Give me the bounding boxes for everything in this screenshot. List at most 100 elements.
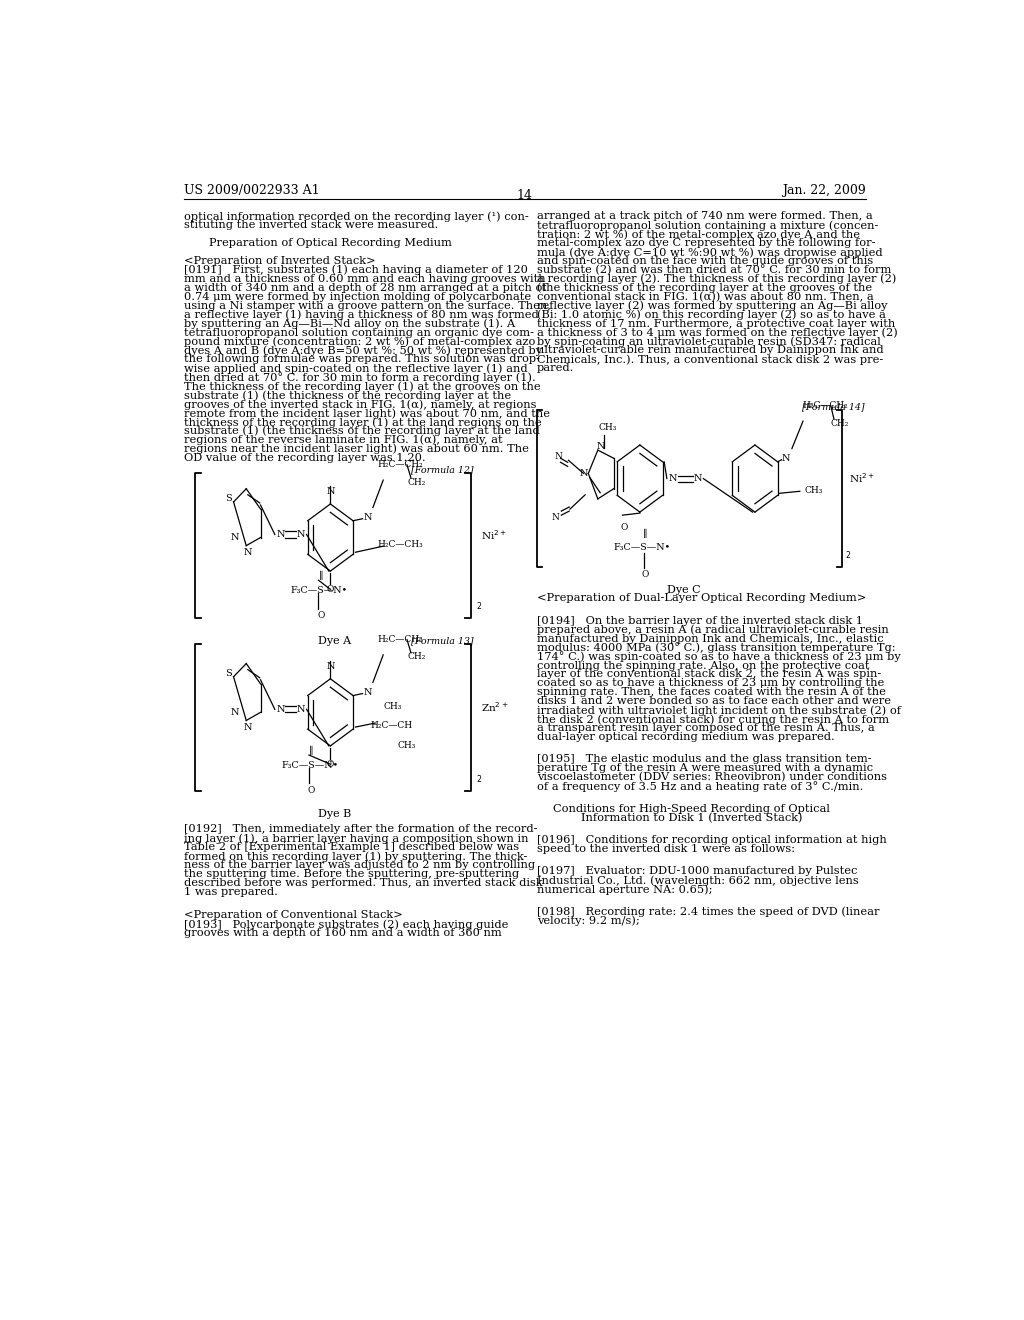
Text: Jan. 22, 2009: Jan. 22, 2009 [782,183,866,197]
Text: N: N [326,487,335,496]
Text: N: N [580,469,588,478]
Text: the disk 2 (conventional stack) for curing the resin A to form: the disk 2 (conventional stack) for curi… [537,714,889,725]
Text: the sputtering time. Before the sputtering, pre-sputtering: the sputtering time. Before the sputteri… [183,869,519,879]
Text: grooves with a depth of 160 nm and a width of 360 nm: grooves with a depth of 160 nm and a wid… [183,928,502,939]
Text: N: N [244,723,252,733]
Text: described before was performed. Thus, an inverted stack disk: described before was performed. Thus, an… [183,878,542,888]
Text: <Preparation of Inverted Stack>: <Preparation of Inverted Stack> [183,256,375,265]
Text: remote from the incident laser light) was about 70 nm, and the: remote from the incident laser light) wa… [183,408,550,418]
Text: ∥: ∥ [309,746,313,755]
Text: tetrafluoropropanol solution containing an organic dye com-: tetrafluoropropanol solution containing … [183,327,534,338]
Text: N: N [297,705,305,714]
Text: [0196]   Conditions for recording optical information at high: [0196] Conditions for recording optical … [537,836,887,845]
Text: viscoelastometer (DDV series: Rheovibron) under conditions: viscoelastometer (DDV series: Rheovibron… [537,772,887,783]
Text: Ni$^{2+}$: Ni$^{2+}$ [849,471,874,486]
Text: US 2009/0022933 A1: US 2009/0022933 A1 [183,183,319,197]
Text: (the thickness of the recording layer at the grooves of the: (the thickness of the recording layer at… [537,282,871,293]
Text: velocity: 9.2 m/s);: velocity: 9.2 m/s); [537,915,639,925]
Text: CH₃: CH₃ [398,741,416,750]
Text: O: O [642,570,649,578]
Text: manufactured by Dainippon Ink and Chemicals, Inc., elastic: manufactured by Dainippon Ink and Chemic… [537,634,884,644]
Text: Table 2 of [Experimental Example 1] described below was: Table 2 of [Experimental Example 1] desc… [183,842,519,851]
Text: tration: 2 wt %) of the metal-complex azo dye A and the: tration: 2 wt %) of the metal-complex az… [537,230,860,240]
Text: spinning rate. Then, the faces coated with the resin A of the: spinning rate. Then, the faces coated wi… [537,688,886,697]
Text: N: N [554,451,562,461]
Text: N: N [276,705,285,714]
Text: ∥: ∥ [643,529,647,539]
Text: N: N [364,513,372,523]
Text: O: O [327,585,334,594]
Text: [Formula 13]: [Formula 13] [411,636,473,645]
Text: by spin-coating an ultraviolet-curable resin (SD347: radical: by spin-coating an ultraviolet-curable r… [537,337,881,347]
Text: [Formula 12]: [Formula 12] [411,466,473,474]
Text: dyes A and B (dye A:dye B=50 wt %: 50 wt %) represented by: dyes A and B (dye A:dye B=50 wt %: 50 wt… [183,346,542,356]
Text: substrate (1) (the thickness of the recording layer at the land: substrate (1) (the thickness of the reco… [183,426,540,437]
Text: F₃C—S—N•: F₃C—S—N• [291,586,348,595]
Text: O: O [620,523,628,532]
Text: (Bi: 1.0 atomic %) on this recording layer (2) so as to have a: (Bi: 1.0 atomic %) on this recording lay… [537,310,886,321]
Text: The thickness of the recording layer (1) at the grooves on the: The thickness of the recording layer (1)… [183,381,541,392]
Text: mm and a thickness of 0.60 mm and each having grooves with: mm and a thickness of 0.60 mm and each h… [183,273,545,284]
Text: wise applied and spin-coated on the reflective layer (1) and: wise applied and spin-coated on the refl… [183,363,527,374]
Text: ∥: ∥ [318,572,324,581]
Text: a reflective layer (1) having a thickness of 80 nm was formed: a reflective layer (1) having a thicknes… [183,310,539,321]
Text: controlling the spinning rate. Also, on the protective coat: controlling the spinning rate. Also, on … [537,660,869,671]
Text: CH₃: CH₃ [804,486,822,495]
Text: N: N [597,442,605,450]
Text: N: N [230,708,240,717]
Text: O: O [327,760,334,768]
Text: ness of the barrier layer was adjusted to 2 nm by controlling: ness of the barrier layer was adjusted t… [183,859,535,870]
Text: N: N [297,529,305,539]
Text: pared.: pared. [537,363,574,374]
Text: F₃C—S—N•: F₃C—S—N• [282,760,338,770]
Text: pound mixture (concentration: 2 wt %) of metal-complex azo: pound mixture (concentration: 2 wt %) of… [183,337,535,347]
Text: thickness of the recording layer (1) at the land regions on the: thickness of the recording layer (1) at … [183,417,541,428]
Text: reflective layer (2) was formed by sputtering an Ag—Bi alloy: reflective layer (2) was formed by sputt… [537,301,887,312]
Text: N: N [693,474,702,483]
Text: CH₃: CH₃ [598,424,616,432]
Text: by sputtering an Ag—Bi—Nd alloy on the substrate (1). A: by sputtering an Ag—Bi—Nd alloy on the s… [183,318,515,329]
Text: a thickness of 3 to 4 μm was formed on the reflective layer (2): a thickness of 3 to 4 μm was formed on t… [537,327,897,338]
Text: disks 1 and 2 were bonded so as to face each other and were: disks 1 and 2 were bonded so as to face … [537,696,891,706]
Text: Zn$^{2+}$: Zn$^{2+}$ [481,701,509,714]
Text: [Formula 14]: [Formula 14] [802,403,864,412]
Text: CH₂: CH₂ [408,478,426,487]
Text: H₂C—CH₂: H₂C—CH₂ [803,401,848,411]
Text: N: N [230,533,240,543]
Text: N: N [669,474,678,483]
Text: 0.74 μm were formed by injection molding of polycarbonate: 0.74 μm were formed by injection molding… [183,292,530,302]
Text: Dye A: Dye A [317,636,351,645]
Text: formed on this recording layer (1) by sputtering. The thick-: formed on this recording layer (1) by sp… [183,851,527,862]
Text: [0193]   Polycarbonate substrates (2) each having guide: [0193] Polycarbonate substrates (2) each… [183,919,508,929]
Text: CH₂: CH₂ [408,652,426,661]
Text: 14: 14 [517,189,532,202]
Text: arranged at a track pitch of 740 nm were formed. Then, a: arranged at a track pitch of 740 nm were… [537,211,872,222]
Text: N: N [276,529,285,539]
Text: of a frequency of 3.5 Hz and a heating rate of 3° C./min.: of a frequency of 3.5 Hz and a heating r… [537,781,863,792]
Text: OD value of the recording layer was 1.20.: OD value of the recording layer was 1.20… [183,453,425,463]
Text: the following formulae was prepared. This solution was drop-: the following formulae was prepared. Thi… [183,354,540,364]
Text: F₃C—S—N•: F₃C—S—N• [613,544,671,552]
Text: CH₂: CH₂ [830,418,849,428]
Text: H₂C—CH₂: H₂C—CH₂ [378,635,424,644]
Text: a width of 340 nm and a depth of 28 nm arranged at a pitch of: a width of 340 nm and a depth of 28 nm a… [183,282,546,293]
Text: Industrial Co., Ltd. (wavelength: 662 nm, objective lens: Industrial Co., Ltd. (wavelength: 662 nm… [537,875,858,886]
Text: [0198]   Recording rate: 2.4 times the speed of DVD (linear: [0198] Recording rate: 2.4 times the spe… [537,907,880,917]
Text: metal-complex azo dye C represented by the following for-: metal-complex azo dye C represented by t… [537,238,876,248]
Text: N: N [781,454,790,463]
Text: S: S [225,669,232,678]
Text: CH₃: CH₃ [384,702,401,711]
Text: optical information recorded on the recording layer (¹) con-: optical information recorded on the reco… [183,211,528,222]
Text: regions near the incident laser light) was about 60 nm. The: regions near the incident laser light) w… [183,444,528,454]
Text: H₂C—CH: H₂C—CH [370,721,413,730]
Text: S: S [225,495,232,503]
Text: dual-layer optical recording medium was prepared.: dual-layer optical recording medium was … [537,733,835,742]
Text: conventional stack in FIG. 1(α)) was about 80 nm. Then, a: conventional stack in FIG. 1(α)) was abo… [537,292,873,302]
Text: O: O [317,611,325,620]
Text: $_2$: $_2$ [476,601,482,612]
Text: using a Ni stamper with a groove pattern on the surface. Then,: using a Ni stamper with a groove pattern… [183,301,551,310]
Text: Information to Disk 1 (Inverted Stack): Information to Disk 1 (Inverted Stack) [581,813,802,822]
Text: [0195]   The elastic modulus and the glass transition tem-: [0195] The elastic modulus and the glass… [537,755,871,764]
Text: <Preparation of Conventional Stack>: <Preparation of Conventional Stack> [183,909,402,920]
Text: regions of the reverse laminate in FIG. 1(α), namely, at: regions of the reverse laminate in FIG. … [183,434,502,445]
